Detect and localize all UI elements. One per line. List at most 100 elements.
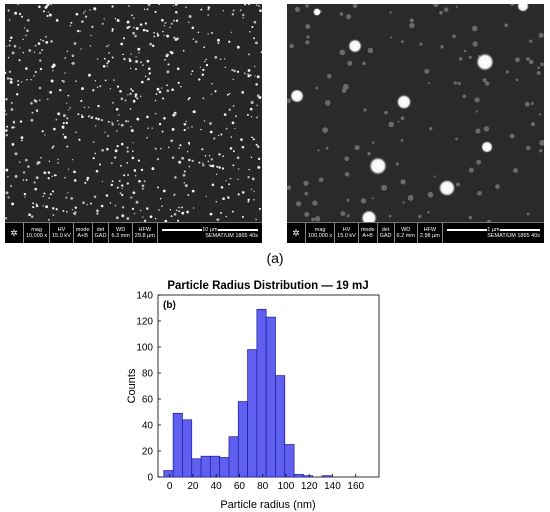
particle-dot [86,176,90,180]
particle-dot [9,39,12,42]
particle-dot [202,164,205,167]
hfw-label: HFW [423,226,437,233]
particle-dot [154,10,157,13]
particle-dot [120,97,124,101]
particle-dot [325,100,331,106]
particle-dot [258,5,260,7]
particle-dot [201,73,205,76]
particle-dot [92,157,95,160]
particle-dot [346,198,350,202]
particle-dot [225,215,228,218]
particle-dot [180,85,182,88]
particle-dot [131,89,134,92]
particle-dot [161,87,163,89]
particle-dot [177,219,180,222]
particle-dot [163,34,165,36]
particle-dot [427,211,430,214]
particle-dot [24,196,26,198]
y-tick-label: 100 [136,343,153,354]
particle-dot [30,215,34,218]
particle-dot [363,108,367,112]
particle-dot [88,73,91,77]
particle-dot [440,45,444,49]
particle-dot [255,218,257,221]
particle-dot [20,81,23,83]
particle-dot [236,45,240,49]
particle-dot [21,15,23,18]
particle-dot [111,101,114,104]
particle-dot [48,160,51,163]
particle-dot [367,47,374,54]
particle-dot [38,86,42,90]
particle-dot [178,160,182,164]
particle-dot [121,206,125,209]
particle-dot [232,9,235,12]
large-particle [438,179,456,197]
particle-dot [539,149,543,153]
particle-dot [7,9,10,12]
particle-dot [67,168,70,170]
particle-dot [101,148,104,152]
det-label: det [381,226,390,233]
particle-dot [89,9,91,11]
particle-dot [129,108,132,110]
particle-dot [133,26,135,29]
particle-dot [186,150,189,153]
particle-dot [185,120,187,123]
particle-dot [46,4,50,7]
particle-dot [84,181,87,184]
particle-dot [192,38,195,40]
particle-dot [202,97,205,100]
particle-dot [62,209,65,212]
particle-dot [116,130,118,132]
particle-dot [166,53,169,57]
particle-dot [80,99,83,102]
particle-dot [51,175,53,177]
particle-dot [22,51,25,54]
particle-dot [84,15,88,18]
particle-dot [116,144,119,148]
particle-dot [132,99,136,103]
hfw-cell: HFW 29.8 µm [133,223,158,243]
particle-dot [97,104,100,108]
particle-dot [122,37,125,40]
particle-dot [228,92,231,95]
particle-dot [132,31,135,35]
particle-dot [249,74,252,77]
particle-dot [200,8,203,11]
particle-dot [306,35,310,39]
y-tick-label: 0 [147,473,153,484]
particle-dot [191,70,194,73]
particle-dot [114,204,117,207]
particle-dot [147,4,151,6]
particle-dot [61,125,65,129]
particle-dot [35,176,39,180]
particle-dot [255,83,258,86]
particle-dot [424,68,430,74]
particle-dot [222,10,225,12]
particle-dot [95,169,99,173]
particle-dot [191,126,193,128]
wd-label: WD [401,226,411,233]
particle-dot [175,10,178,14]
particle-dot [92,89,95,92]
particle-dot [11,143,15,146]
particle-dot [164,21,167,24]
particle-dot [143,219,147,222]
histogram-bar [182,419,193,478]
particle-dot [52,207,55,210]
particle-dot [32,206,35,209]
particle-dot [253,20,257,24]
particle-dot [397,120,400,123]
particle-dot [138,179,141,183]
particle-dot [439,10,443,15]
scale-label: 10 µm [202,226,218,233]
particle-dot [121,214,125,218]
particle-dot [384,110,388,115]
particle-dot [178,210,181,213]
particle-dot [7,56,10,59]
particle-dot [156,34,160,37]
y-tick-label: 120 [136,317,153,328]
particle-dot [427,82,431,85]
particle-dot [215,200,218,203]
